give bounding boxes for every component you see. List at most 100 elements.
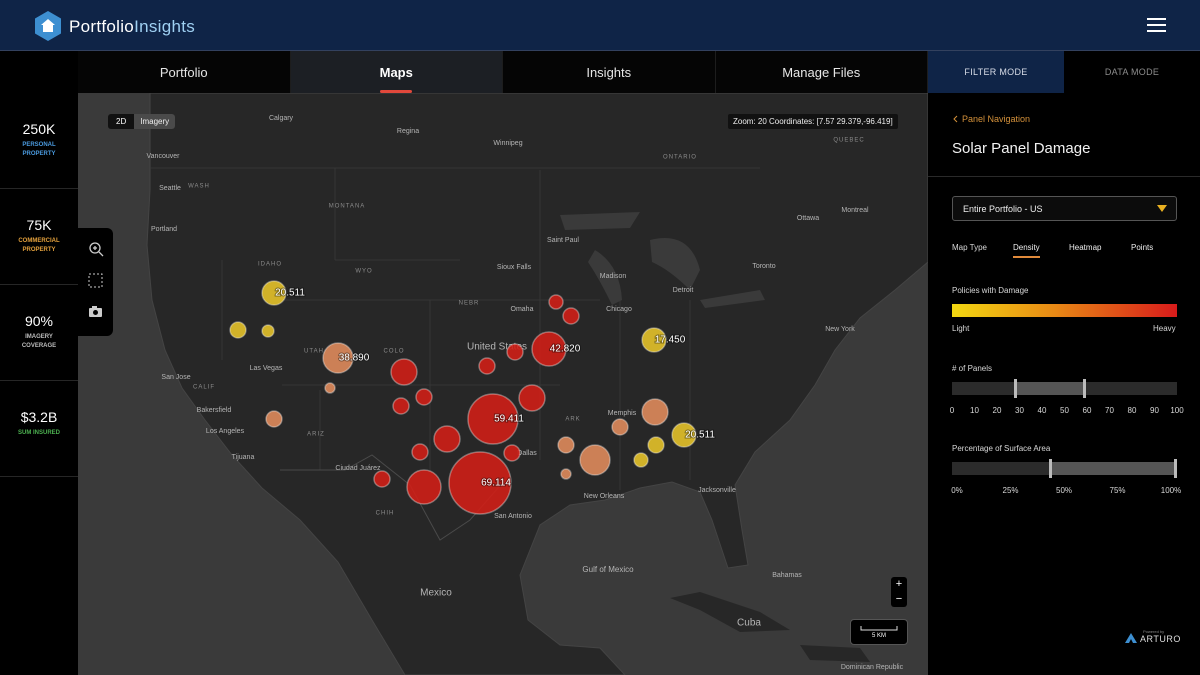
nav-tab[interactable]: Insights — [503, 51, 716, 93]
zoom-control: + − — [891, 577, 907, 607]
map-bubble[interactable] — [433, 425, 461, 453]
map-bubble[interactable] — [261, 324, 275, 338]
bubble-label: 69.114 — [481, 478, 511, 489]
map-label: Bahamas — [772, 572, 802, 579]
arturo-logo — [1125, 633, 1137, 643]
bubble-label: 20.511 — [685, 430, 715, 441]
map-label: WASH — [188, 184, 210, 190]
map-type-label: Map Type — [952, 243, 987, 252]
logo — [35, 11, 61, 41]
map-bubble[interactable] — [531, 331, 567, 367]
slider-tick: 90 — [1150, 406, 1159, 415]
map-bubble[interactable] — [633, 452, 649, 468]
portfolio-dropdown[interactable]: Entire Portfolio - US — [952, 196, 1177, 221]
slider-tick: 100% — [1160, 486, 1182, 495]
map-bubble[interactable] — [322, 342, 354, 374]
map-label: Madison — [600, 273, 627, 280]
legend-end: Light — [952, 324, 970, 333]
nav-tab[interactable]: Manage Files — [715, 51, 928, 93]
slider-tick: 25% — [1002, 486, 1019, 495]
map-bubble[interactable] — [265, 410, 283, 428]
select-tool[interactable] — [88, 273, 103, 288]
map-bubble[interactable] — [557, 436, 575, 454]
stat-value: 250K — [22, 121, 56, 137]
map-bubble[interactable] — [392, 397, 410, 415]
bubble-label: 20.511 — [275, 288, 305, 299]
zoom-out[interactable]: − — [895, 593, 903, 605]
slider-handle[interactable] — [1083, 379, 1086, 398]
map-bubble[interactable] — [448, 451, 512, 515]
slider-handle[interactable] — [1049, 459, 1052, 478]
mode-tab[interactable]: FILTER MODE — [928, 51, 1064, 93]
map-type-option[interactable]: Heatmap — [1069, 243, 1102, 252]
map-bubble[interactable] — [415, 388, 433, 406]
map-label: San Jose — [161, 374, 190, 381]
slider-tick: 10 — [970, 406, 979, 415]
panel-nav[interactable]: Panel Navigation — [962, 114, 1031, 124]
nav-tab[interactable]: Maps — [290, 51, 503, 93]
map-bubble[interactable] — [611, 418, 629, 436]
surface-slider[interactable] — [952, 459, 1177, 478]
slider-tick: 60 — [1082, 406, 1092, 415]
map-bubble[interactable] — [411, 443, 429, 461]
map-label: New Orleans — [584, 493, 625, 500]
map-bubble[interactable] — [518, 384, 546, 412]
view-button[interactable]: Imagery — [134, 114, 176, 129]
map-label: Omaha — [511, 306, 534, 313]
map-label: ONTARIO — [663, 155, 697, 161]
map-labels: Calgary Regina Winnipeg Vancouver Seattle WAS… — [147, 115, 904, 671]
slider-handle[interactable] — [1174, 459, 1177, 478]
map-bubble[interactable] — [406, 469, 442, 505]
brand-part: Portfolio — [69, 17, 135, 36]
map-type-option[interactable]: Points — [1131, 243, 1154, 252]
map-bubble[interactable] — [641, 327, 667, 353]
map-bubble[interactable] — [478, 357, 496, 375]
stat-card: $3.2B SUM INSURED — [0, 381, 78, 477]
bubble-layer: 20.511 38.890 42.820 17.450 59.411 69.114 20.5… — [229, 280, 716, 515]
mode-tab[interactable]: DATA MODE — [1104, 67, 1160, 77]
map-bubble[interactable] — [671, 422, 697, 448]
slider-tick: 70 — [1105, 406, 1114, 415]
map-label: Vancouver — [147, 153, 181, 160]
stat-card: 75K COMMERCIAL PROPERTY — [0, 189, 78, 285]
map-label: UTAH — [304, 349, 324, 355]
map-bubble[interactable] — [562, 307, 580, 325]
map-bubble[interactable] — [390, 358, 418, 386]
zoom-in[interactable]: + — [895, 578, 903, 590]
map-label: Sioux Falls — [497, 264, 532, 271]
stat-label: IMAGERY COVERAGE — [21, 334, 57, 349]
view-button[interactable]: 2D — [116, 117, 127, 126]
map-type-option[interactable]: Density — [1013, 243, 1040, 258]
map-bubble[interactable] — [324, 382, 336, 394]
map-bubble[interactable] — [261, 280, 287, 306]
map-bubble[interactable] — [560, 468, 572, 480]
map-bubble[interactable] — [373, 470, 391, 488]
zoom-tool[interactable] — [89, 242, 104, 257]
map-bubble[interactable] — [579, 444, 611, 476]
stat-value: 75K — [26, 217, 52, 233]
map-bubble[interactable] — [506, 343, 524, 361]
slider-handle[interactable] — [1014, 379, 1017, 398]
map-bubble[interactable] — [467, 393, 519, 445]
panels-slider[interactable] — [952, 379, 1177, 398]
map-bubble[interactable] — [647, 436, 665, 454]
camera-tool[interactable] — [89, 306, 102, 317]
tab-bar: Portfolio Maps Insights Manage Files — [78, 51, 928, 93]
bubble-label: 59.411 — [494, 414, 524, 425]
nav-tab[interactable]: Portfolio — [78, 51, 291, 93]
map-label: Chicago — [606, 306, 632, 313]
map[interactable]: Calgary Regina Winnipeg Vancouver Seattle WAS… — [78, 93, 928, 675]
view-toggle: 2D Imagery — [108, 114, 176, 129]
map-bubble[interactable] — [229, 321, 247, 339]
mode-switch: FILTER MODE DATA MODE — [928, 51, 1200, 93]
stat-card: 250K PERSONAL PROPERTY — [0, 93, 78, 189]
stat-label: SUM INSURED — [17, 430, 60, 436]
map-bubble[interactable] — [503, 444, 521, 462]
map-bubble[interactable] — [641, 398, 669, 426]
map-label: Calgary — [269, 115, 294, 122]
map-bubble[interactable] — [548, 294, 564, 310]
map-label: Regina — [397, 128, 419, 135]
map-label: WYO — [355, 269, 372, 275]
slider-tick: 80 — [1127, 406, 1137, 415]
menu-button[interactable] — [1147, 17, 1167, 33]
